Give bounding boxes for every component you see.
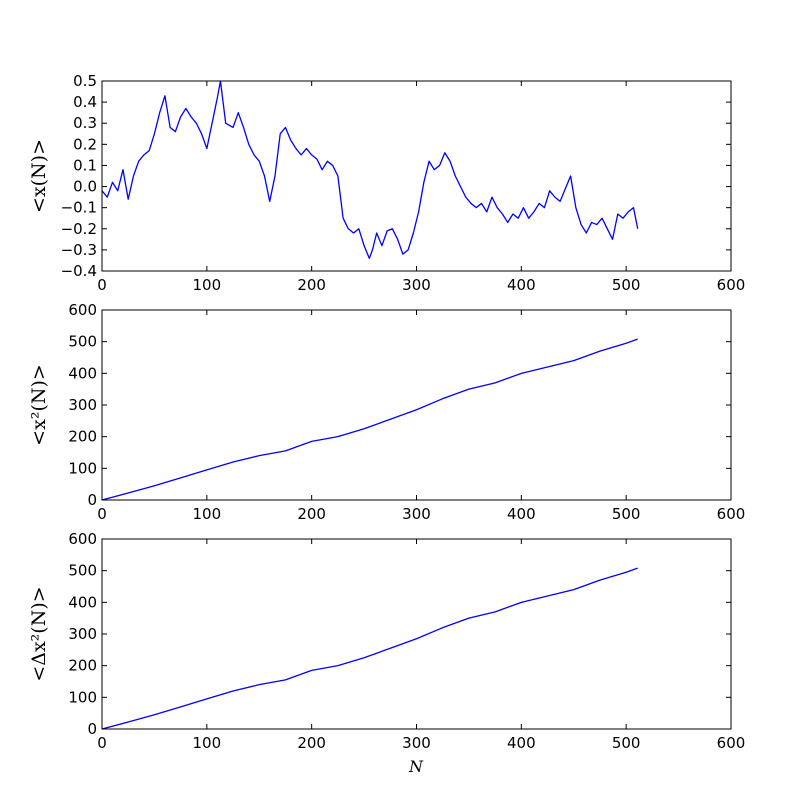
xtick-label: 500 (612, 505, 641, 523)
ytick-label: 600 (68, 530, 97, 548)
xtick-label: 300 (402, 734, 431, 752)
ytick-label: 0.5 (73, 72, 97, 90)
xtick-label: 600 (717, 276, 746, 294)
ytick-label: 500 (68, 333, 97, 351)
series-line-1 (101, 80, 639, 259)
xtick-label: 0 (97, 734, 107, 752)
xtick-label: 200 (297, 276, 326, 294)
ytick-label: 0.2 (73, 135, 97, 153)
xtick-label: 200 (297, 734, 326, 752)
xtick-label: 0 (97, 505, 107, 523)
ytick-label: −0.1 (61, 199, 97, 217)
xlabel-subplot-3: N (408, 757, 424, 776)
xtick-label: 300 (402, 276, 431, 294)
line-layer-3 (101, 567, 638, 730)
ytick-label: 100 (68, 688, 97, 706)
xtick-label: 400 (507, 276, 536, 294)
axes-frame-2 (101, 309, 732, 501)
xtick-label: 600 (717, 734, 746, 752)
xtick-label: 0 (97, 276, 107, 294)
ytick-label: −0.2 (61, 220, 97, 238)
ytick-label: −0.4 (61, 262, 97, 280)
ytick-label: 400 (68, 364, 97, 382)
ytick-label: 300 (68, 625, 97, 643)
ytick-label: 0.3 (73, 114, 97, 132)
ytick-label: 0 (87, 720, 97, 738)
ytick-label: 600 (68, 301, 97, 319)
ytick-label: 400 (68, 593, 97, 611)
subplot-1: <x(N)> 0 100 200 300 400 500 600 −0.4 −0.3 −0.2 −0… (28, 72, 745, 294)
ytick-label: −0.3 (61, 241, 97, 259)
xtick-label: 200 (297, 505, 326, 523)
ytick-label: 0.4 (73, 93, 97, 111)
ylabel-subplot-3: <Δx²(N)> (28, 586, 50, 681)
ylabel-subplot-1: <x(N)> (28, 139, 50, 213)
axes-frame-3 (101, 538, 732, 730)
xtick-label: 400 (507, 734, 536, 752)
xtick-label: 100 (193, 734, 222, 752)
axes-frame-1 (101, 80, 732, 272)
series-line-3 (101, 567, 638, 730)
subplot-3: <Δx²(N)> 0 100 200 300 400 500 600 0 100 200 300 40… (28, 530, 745, 776)
ytick-label: 200 (68, 428, 97, 446)
ytick-label: 0.1 (73, 156, 97, 174)
ticks-layer-3: 0 100 200 300 400 500 600 0 100 200 300 400 500 600 (68, 530, 745, 752)
ytick-label: 0.0 (73, 178, 97, 196)
xtick-label: 500 (612, 734, 641, 752)
subplot-2: <x²(N)> 0 100 200 300 400 500 600 0 100 200 300 400… (28, 301, 745, 523)
xtick-label: 500 (612, 276, 641, 294)
ytick-label: 200 (68, 657, 97, 675)
ytick-label: 100 (68, 459, 97, 477)
xtick-label: 100 (193, 276, 222, 294)
line-layer-1 (101, 80, 639, 259)
line-layer-2 (101, 338, 638, 501)
series-line-2 (101, 338, 638, 501)
ticks-layer-2: 0 100 200 300 400 500 600 0 100 200 300 400 500 600 (68, 301, 745, 523)
xtick-label: 300 (402, 505, 431, 523)
ticks-layer-1: 0 100 200 300 400 500 600 −0.4 −0.3 −0.2 −0.1 0.0 0.… (61, 72, 746, 294)
ylabel-subplot-2: <x²(N)> (28, 364, 50, 446)
xtick-label: 400 (507, 505, 536, 523)
ytick-label: 300 (68, 396, 97, 414)
xtick-label: 600 (717, 505, 746, 523)
ytick-label: 500 (68, 562, 97, 580)
xtick-label: 100 (193, 505, 222, 523)
ytick-label: 0 (87, 491, 97, 509)
